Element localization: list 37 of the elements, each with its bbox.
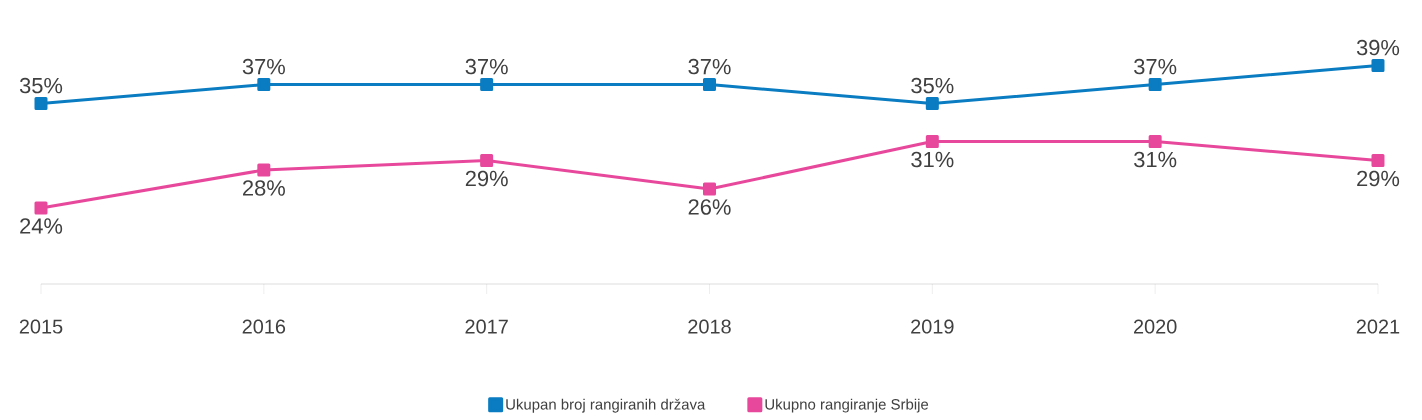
legend-label: Ukupan broj rangiranih država	[506, 398, 706, 413]
point	[257, 163, 271, 177]
data-label: 26%	[688, 199, 731, 215]
data-label: 28%	[243, 180, 285, 196]
data-label: 31%	[1134, 151, 1177, 168]
data-label: 29%	[465, 170, 508, 187]
legend-label: Ukupno rangiranje Srbije	[765, 398, 929, 413]
point	[257, 78, 271, 92]
point	[702, 182, 716, 196]
x-tick-label: 2019	[911, 319, 954, 334]
point	[1371, 59, 1385, 73]
x-tick-label: 2021	[1356, 319, 1400, 334]
point	[702, 78, 716, 92]
point	[925, 97, 939, 111]
point	[1148, 135, 1162, 149]
x-tick-label: 2015	[19, 319, 63, 334]
data-label: 31%	[911, 151, 954, 168]
data-label: 37%	[242, 58, 285, 75]
data-label: 24%	[20, 218, 63, 234]
point	[1148, 78, 1162, 92]
x-tick-label: 2016	[242, 319, 286, 334]
x-tick-label: 2020	[1133, 319, 1177, 334]
data-label: 37%	[688, 58, 731, 75]
data-label: 39%	[1356, 39, 1400, 56]
data-label: 35%	[911, 77, 954, 94]
point	[480, 78, 494, 92]
point	[34, 97, 48, 111]
data-label: 29%	[1357, 170, 1400, 187]
data-label: 37%	[1134, 58, 1177, 75]
point	[925, 135, 939, 149]
data-label: 37%	[465, 58, 508, 75]
data-label: 35%	[19, 77, 63, 94]
point	[480, 154, 494, 168]
x-tick-label: 2018	[688, 319, 731, 334]
x-tick-label: 2017	[465, 319, 508, 334]
point	[1371, 154, 1385, 168]
point	[34, 201, 48, 215]
